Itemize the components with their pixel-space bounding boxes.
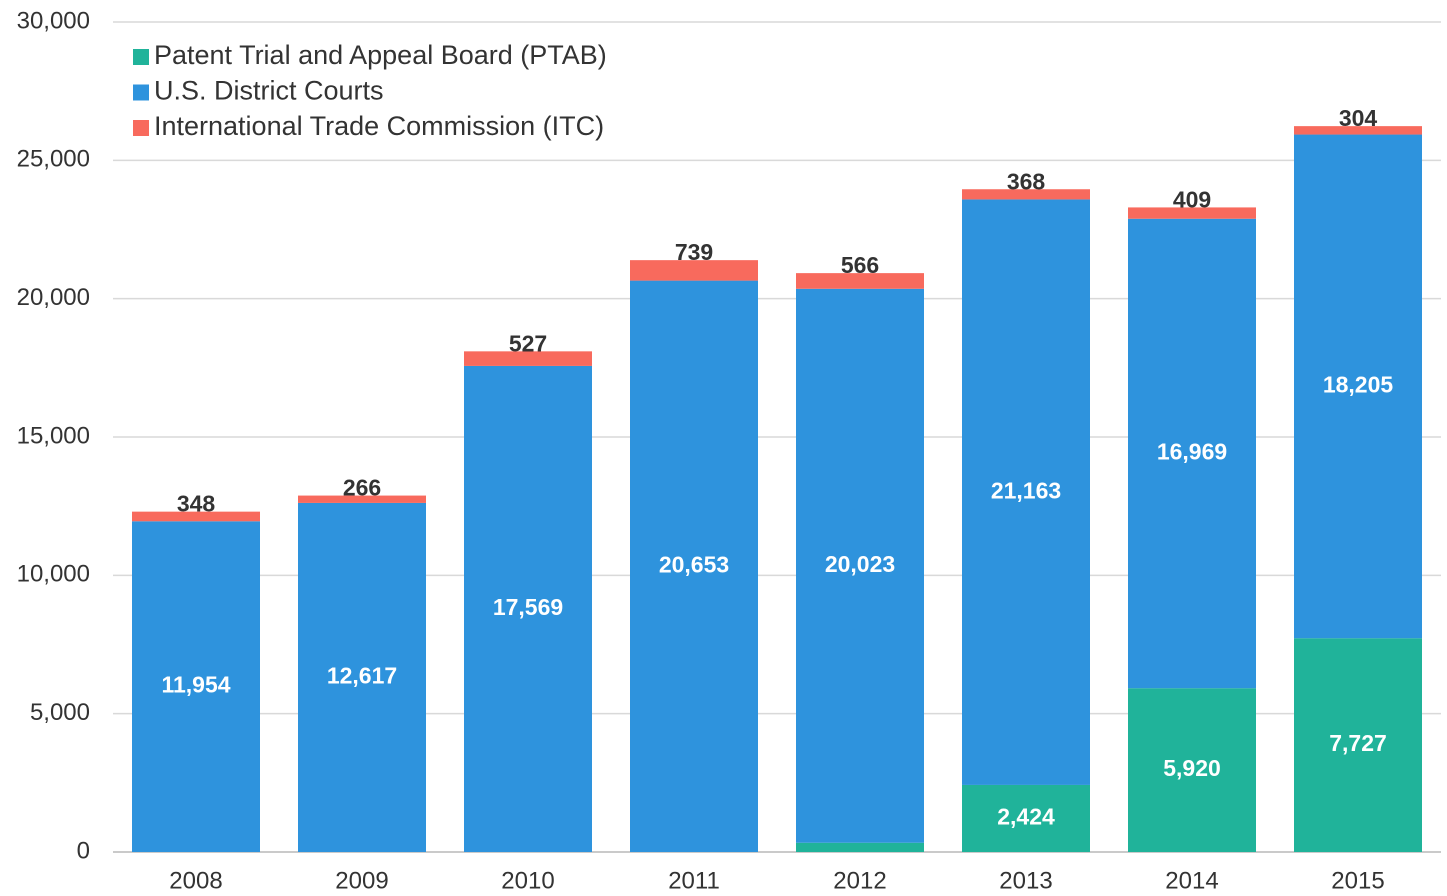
legend-label: U.S. District Courts — [154, 76, 384, 106]
value-label: 739 — [675, 239, 713, 265]
x-tick-label: 2015 — [1331, 867, 1384, 894]
bar-segment — [464, 365, 592, 852]
bar-segment — [132, 521, 260, 852]
x-tick-label: 2008 — [169, 867, 222, 894]
value-label: 17,569 — [493, 594, 563, 620]
value-label: 409 — [1173, 187, 1211, 213]
x-tick-label: 2011 — [668, 867, 720, 894]
value-label: 566 — [841, 252, 879, 278]
value-label: 368 — [1007, 168, 1046, 194]
y-tick-label: 25,000 — [17, 146, 90, 173]
bar-segment — [1128, 688, 1256, 852]
bar-segment — [796, 288, 924, 843]
value-label: 5,920 — [1163, 755, 1221, 781]
value-label: 527 — [509, 330, 547, 356]
y-tick-label: 10,000 — [17, 561, 90, 588]
value-label: 18,205 — [1323, 371, 1394, 397]
bar-segment — [1128, 207, 1256, 219]
y-tick-label: 0 — [77, 837, 90, 864]
x-tick-label: 2010 — [501, 867, 554, 894]
bar-segment — [298, 495, 426, 503]
bar-segment — [962, 199, 1090, 785]
value-label: 16,969 — [1157, 439, 1227, 465]
bar-segment — [1294, 638, 1422, 852]
y-tick-label: 15,000 — [17, 422, 90, 449]
x-tick-label: 2014 — [1165, 867, 1218, 894]
value-label: 348 — [177, 491, 216, 517]
bar-segment — [298, 502, 426, 852]
value-label: 11,954 — [161, 672, 230, 698]
y-tick-label: 5,000 — [30, 699, 90, 726]
y-tick-label: 20,000 — [17, 284, 90, 311]
value-label: 12,617 — [327, 663, 397, 689]
y-tick-label: 30,000 — [17, 7, 90, 34]
bar-segment — [962, 189, 1090, 200]
bar-segment — [796, 842, 924, 852]
legend-swatch — [133, 84, 149, 101]
x-tick-label: 2013 — [999, 867, 1052, 894]
bar-segment — [1128, 218, 1256, 689]
value-label: 7,727 — [1329, 730, 1387, 756]
value-label: 20,023 — [825, 551, 895, 577]
legend-label: International Trade Commission (ITC) — [154, 111, 604, 141]
bar-segment — [1294, 134, 1422, 639]
value-label: 21,163 — [991, 477, 1061, 503]
x-tick-label: 2009 — [335, 867, 388, 894]
bar-segment — [464, 351, 592, 366]
value-label: 266 — [343, 475, 381, 501]
bar-segment — [132, 511, 260, 522]
value-label: 304 — [1339, 105, 1378, 131]
value-label: 20,653 — [659, 551, 729, 577]
legend-swatch — [133, 49, 149, 65]
bar-segment — [630, 260, 758, 281]
bar-segment — [796, 273, 924, 289]
value-label: 2,424 — [997, 804, 1055, 830]
legend-swatch — [133, 120, 149, 136]
bar-segment — [962, 784, 1090, 852]
bar-segment — [630, 280, 758, 852]
legend-label: Patent Trial and Appeal Board (PTAB) — [154, 40, 607, 70]
x-tick-label: 2012 — [833, 867, 886, 894]
bar-segment — [1294, 126, 1422, 135]
